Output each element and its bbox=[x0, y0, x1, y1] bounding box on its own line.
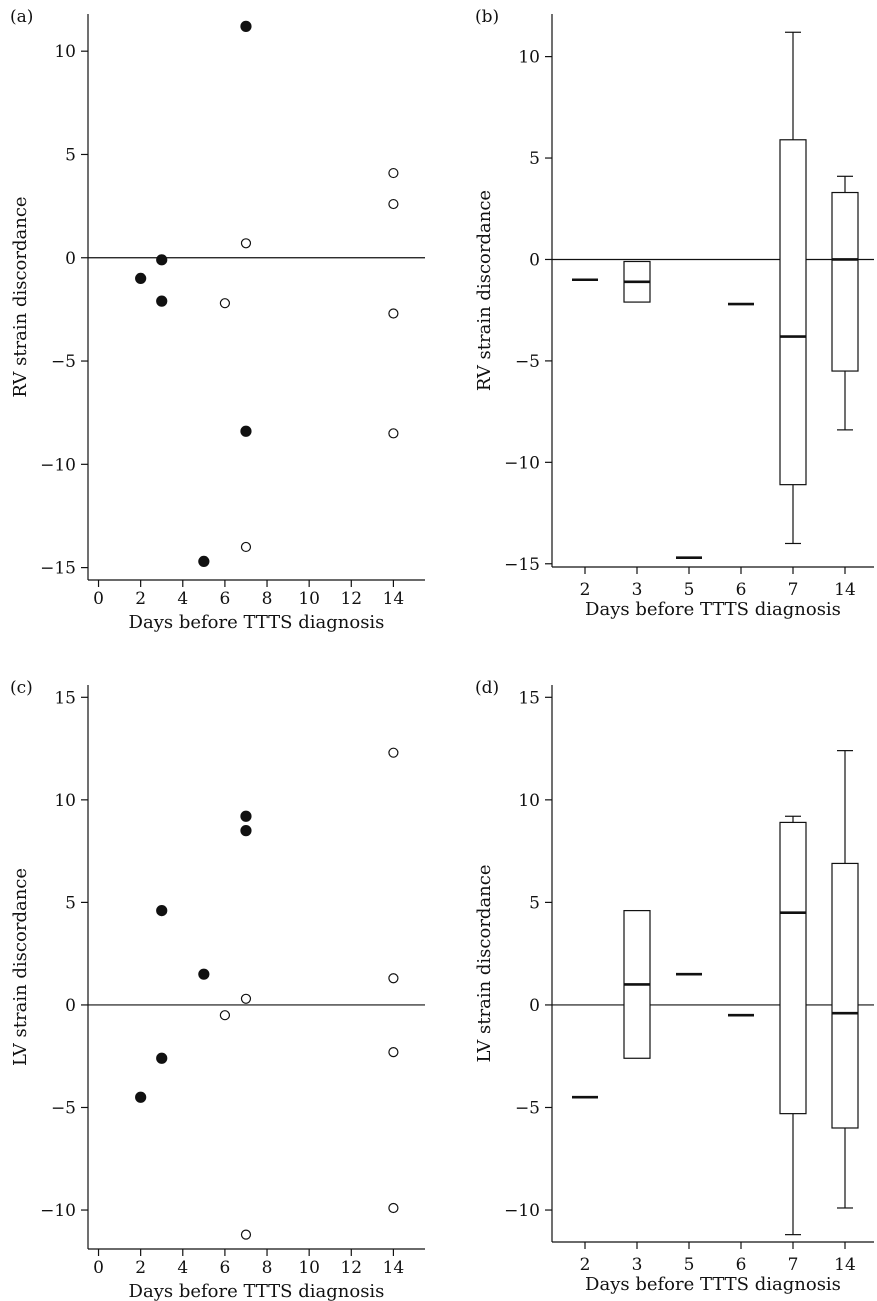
x-tick-label: 10 bbox=[298, 589, 320, 609]
x-tick-label: 12 bbox=[340, 1258, 362, 1278]
y-tick-label: −15 bbox=[504, 555, 540, 575]
y-tick-label: 0 bbox=[529, 250, 540, 270]
y-tick-label: −10 bbox=[40, 455, 76, 475]
x-tick-label: 2 bbox=[580, 580, 591, 600]
filled-point bbox=[156, 295, 168, 307]
x-axis-label: Days before TTTS diagnosis bbox=[585, 599, 841, 620]
open-point bbox=[240, 238, 252, 249]
open-point bbox=[388, 1047, 399, 1058]
x-tick-label: 14 bbox=[383, 589, 405, 609]
y-tick-label: −5 bbox=[51, 1098, 76, 1118]
x-tick-label: 2 bbox=[135, 1258, 146, 1278]
panel-label: (c) bbox=[10, 678, 33, 698]
box bbox=[831, 191, 859, 372]
filled-point bbox=[240, 20, 252, 32]
x-tick-label: 14 bbox=[834, 580, 856, 600]
x-tick-label: 14 bbox=[834, 1255, 856, 1275]
box bbox=[779, 139, 807, 486]
panel-a: (a) −15 −10 −5 0 5 10 Days before TTTS diagnosi… bbox=[10, 7, 425, 633]
y-tick-label: −5 bbox=[515, 1098, 540, 1118]
box bbox=[831, 862, 859, 1129]
x-tick-label: 7 bbox=[788, 1255, 799, 1275]
x-axis-label: Days before TTTS diagnosis bbox=[129, 612, 385, 633]
y-axis-label: RV strain discordance bbox=[474, 190, 495, 391]
panel-label: (b) bbox=[475, 7, 499, 27]
open-point bbox=[388, 747, 399, 758]
y-tick-label: −15 bbox=[40, 559, 76, 579]
x-tick-label: 7 bbox=[788, 580, 799, 600]
open-point bbox=[240, 541, 252, 553]
open-point bbox=[388, 198, 399, 210]
x-tick-label: 5 bbox=[684, 580, 695, 600]
y-tick-label: 0 bbox=[65, 996, 76, 1016]
open-point bbox=[219, 1010, 231, 1021]
filled-point bbox=[156, 254, 168, 266]
x-axis-label: Days before TTTS diagnosis bbox=[129, 1281, 385, 1301]
y-tick-label: 0 bbox=[529, 996, 540, 1016]
open-point bbox=[219, 298, 231, 309]
y-axis-label: LV strain discordance bbox=[10, 868, 31, 1066]
open-point bbox=[388, 167, 399, 179]
box bbox=[779, 821, 807, 1115]
y-tick-label: −5 bbox=[515, 352, 540, 372]
filled-point bbox=[198, 968, 210, 980]
x-tick-label: 10 bbox=[298, 1258, 320, 1278]
y-tick-label: 10 bbox=[518, 791, 540, 811]
filled-point bbox=[156, 904, 168, 917]
y-tick-label: −10 bbox=[504, 1201, 540, 1221]
filled-point bbox=[240, 810, 252, 822]
open-point bbox=[388, 308, 399, 319]
x-tick-label: 8 bbox=[262, 1258, 273, 1278]
filled-point bbox=[135, 272, 147, 285]
y-tick-label: 15 bbox=[54, 688, 76, 708]
x-tick-label: 6 bbox=[219, 589, 230, 609]
filled-point bbox=[198, 555, 210, 568]
x-tick-label: 4 bbox=[177, 1258, 188, 1278]
y-tick-label: 5 bbox=[529, 149, 540, 169]
y-tick-label: 10 bbox=[54, 42, 76, 62]
x-axis-label: Days before TTTS diagnosis bbox=[585, 1274, 841, 1295]
x-tick-label: 2 bbox=[135, 589, 146, 609]
panel-c: (c) −10 −5 0 5 10 15 Days before TTTS diagnosis… bbox=[10, 678, 425, 1301]
x-tick-label: 12 bbox=[340, 589, 362, 609]
y-tick-label: 10 bbox=[518, 48, 540, 68]
open-point bbox=[388, 973, 399, 984]
panel-label: (d) bbox=[475, 678, 499, 698]
x-tick-label: 5 bbox=[684, 1255, 695, 1275]
y-tick-label: 5 bbox=[529, 893, 540, 913]
x-tick-label: 6 bbox=[736, 580, 747, 600]
open-point bbox=[388, 428, 399, 439]
panel-label: (a) bbox=[10, 7, 33, 27]
open-point bbox=[240, 1229, 252, 1240]
x-tick-label: 3 bbox=[632, 1255, 643, 1275]
y-axis-label: LV strain discordance bbox=[474, 864, 495, 1062]
x-tick-label: 14 bbox=[383, 1258, 405, 1278]
filled-point bbox=[156, 1052, 168, 1064]
x-tick-label: 8 bbox=[262, 589, 273, 609]
y-tick-label: 5 bbox=[65, 893, 76, 913]
y-tick-label: −5 bbox=[51, 352, 76, 372]
x-tick-label: 0 bbox=[93, 1258, 104, 1278]
y-tick-label: 5 bbox=[65, 145, 76, 165]
panel-d: (d) −10 −5 0 5 10 15 Days before TTTS diagnosis… bbox=[474, 678, 874, 1295]
y-tick-label: −10 bbox=[40, 1201, 76, 1221]
filled-point bbox=[240, 825, 252, 837]
filled-point bbox=[240, 425, 252, 437]
y-tick-label: 0 bbox=[65, 249, 76, 269]
panel-b: (b) −15 −10 −5 0 5 10 Days before TTTS diagnosi… bbox=[474, 7, 874, 620]
y-tick-label: 10 bbox=[54, 791, 76, 811]
x-tick-label: 6 bbox=[736, 1255, 747, 1275]
filled-point bbox=[135, 1091, 147, 1103]
x-tick-label: 4 bbox=[177, 589, 188, 609]
x-tick-label: 0 bbox=[93, 589, 104, 609]
open-point bbox=[388, 1202, 399, 1214]
x-tick-label: 6 bbox=[219, 1258, 230, 1278]
y-tick-label: 15 bbox=[518, 688, 540, 708]
open-point bbox=[240, 993, 252, 1004]
x-tick-label: 3 bbox=[632, 580, 643, 600]
y-axis-label: RV strain discordance bbox=[10, 196, 31, 397]
y-tick-label: −10 bbox=[504, 453, 540, 473]
x-tick-label: 2 bbox=[580, 1255, 591, 1275]
